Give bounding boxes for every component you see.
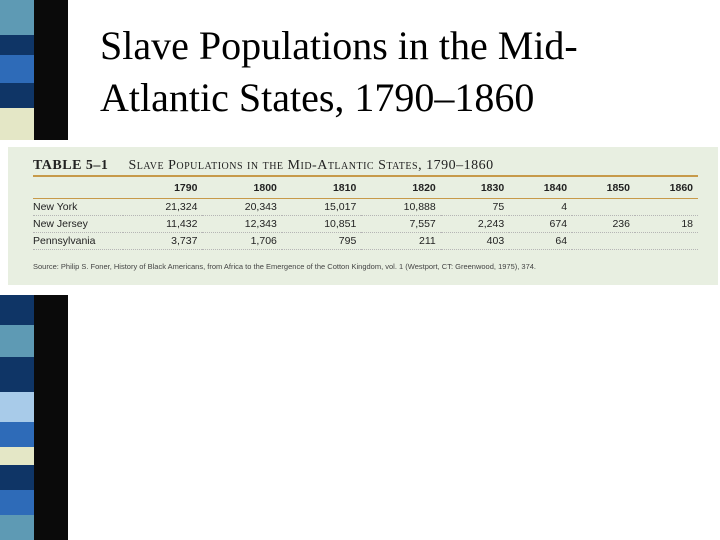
value-cell: 7,557 xyxy=(361,215,441,233)
value-cell: 75 xyxy=(440,198,510,216)
column-header: 1840 xyxy=(509,178,573,199)
stripe-black-bar xyxy=(34,295,68,540)
value-cell: 236 xyxy=(572,215,635,233)
column-header: 1810 xyxy=(281,178,362,199)
column-header: 1860 xyxy=(634,178,698,199)
value-cell: 211 xyxy=(361,232,441,250)
value-cell xyxy=(572,232,635,250)
column-header: 1850 xyxy=(572,178,635,199)
value-cell: 10,851 xyxy=(281,215,362,233)
slide-title: Slave Populations in the Mid-Atlantic St… xyxy=(100,23,578,120)
value-cell xyxy=(634,198,698,216)
table-row: Pennsylvania 3,737 1,706 795 211 403 64 xyxy=(33,232,698,250)
value-cell: 20,343 xyxy=(202,198,282,216)
table-image-panel: TABLE 5–1 Slave Populations in the Mid-A… xyxy=(8,147,718,285)
table-source-note: Source: Philip S. Foner, History of Blac… xyxy=(33,262,537,271)
value-cell: 795 xyxy=(281,232,362,250)
value-cell: 674 xyxy=(509,215,573,233)
state-cell: New York xyxy=(33,198,123,216)
table-row: New Jersey 11,432 12,343 10,851 7,557 2,… xyxy=(33,215,698,233)
data-table: 1790 1800 1810 1820 1830 1840 1850 1860 … xyxy=(33,178,698,250)
value-cell: 403 xyxy=(440,232,510,250)
value-cell: 4 xyxy=(509,198,573,216)
value-cell xyxy=(572,198,635,216)
table-row: New York 21,324 20,343 15,017 10,888 75 … xyxy=(33,198,698,216)
value-cell: 64 xyxy=(509,232,573,250)
table-number: TABLE 5–1 xyxy=(33,158,109,173)
value-cell: 15,017 xyxy=(281,198,362,216)
column-header: 1790 xyxy=(123,178,203,199)
value-cell: 21,324 xyxy=(123,198,203,216)
decorative-stripe-bottom xyxy=(0,295,68,540)
column-header xyxy=(33,178,123,199)
value-cell: 1,706 xyxy=(202,232,282,250)
value-cell: 12,343 xyxy=(202,215,282,233)
state-cell: New Jersey xyxy=(33,215,123,233)
table-top-rule xyxy=(33,175,698,177)
table-title: Slave Populations in the Mid-Atlantic St… xyxy=(128,158,494,173)
value-cell: 18 xyxy=(634,215,698,233)
value-cell: 10,888 xyxy=(361,198,441,216)
table-header-row: 1790 1800 1810 1820 1830 1840 1850 1860 xyxy=(33,178,698,199)
column-header: 1830 xyxy=(440,178,510,199)
column-header: 1800 xyxy=(202,178,282,199)
table-heading: TABLE 5–1 Slave Populations in the Mid-A… xyxy=(33,156,713,174)
value-cell: 11,432 xyxy=(123,215,203,233)
stripe-black-bar xyxy=(34,0,68,140)
value-cell xyxy=(634,232,698,250)
column-header: 1820 xyxy=(361,178,441,199)
value-cell: 2,243 xyxy=(440,215,510,233)
state-cell: Pennsylvania xyxy=(33,232,123,250)
value-cell: 3,737 xyxy=(123,232,203,250)
decorative-stripe-top xyxy=(0,0,68,140)
